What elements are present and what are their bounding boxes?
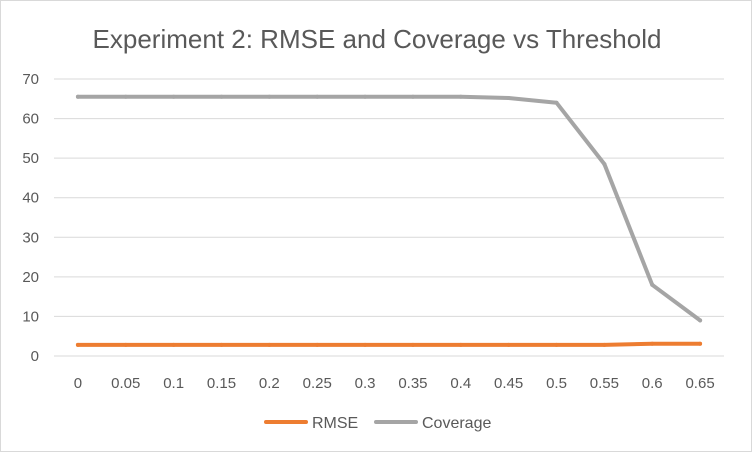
data-point-rmse bbox=[698, 341, 703, 346]
data-point-coverage bbox=[171, 94, 176, 99]
data-point-coverage bbox=[363, 94, 368, 99]
data-point-coverage bbox=[698, 318, 703, 323]
x-tick-label: 0 bbox=[74, 375, 82, 392]
data-point-coverage bbox=[506, 95, 511, 100]
data-point-rmse bbox=[410, 342, 415, 347]
gridlines bbox=[54, 78, 724, 357]
x-tick-label: 0.4 bbox=[450, 375, 471, 392]
x-tick-label: 0.45 bbox=[494, 375, 523, 392]
y-tick-label: 60 bbox=[22, 111, 39, 128]
series-line-rmse bbox=[75, 341, 703, 347]
legend: RMSE Coverage bbox=[264, 415, 491, 432]
data-point-coverage bbox=[554, 100, 559, 105]
x-tick-label: 0.3 bbox=[355, 375, 376, 392]
x-tick-label: 0.1 bbox=[163, 375, 184, 392]
x-tick-label: 0.2 bbox=[259, 375, 280, 392]
x-tick-label: 0.65 bbox=[685, 375, 714, 392]
y-axis: 0 10 20 30 40 50 60 70 bbox=[22, 71, 39, 365]
data-point-rmse bbox=[75, 342, 80, 347]
data-point-coverage bbox=[458, 94, 463, 99]
data-point-rmse bbox=[267, 342, 272, 347]
y-tick-label: 50 bbox=[22, 150, 39, 167]
data-point-coverage bbox=[267, 94, 272, 99]
data-point-rmse bbox=[315, 342, 320, 347]
y-tick-label: 70 bbox=[22, 71, 39, 88]
x-tick-label: 0.5 bbox=[546, 375, 567, 392]
data-point-coverage bbox=[410, 94, 415, 99]
data-point-coverage bbox=[75, 94, 80, 99]
data-point-rmse bbox=[602, 342, 607, 347]
data-point-rmse bbox=[219, 342, 224, 347]
data-point-coverage bbox=[315, 94, 320, 99]
x-axis: 0 0.05 0.1 0.15 0.2 0.25 0.3 0.35 0.4 0.45 0.5 0.55… bbox=[74, 375, 715, 392]
data-point-rmse bbox=[506, 342, 511, 347]
chart-title: Experiment 2: RMSE and Coverage vs Thres… bbox=[93, 24, 662, 54]
x-tick-label: 0.6 bbox=[642, 375, 663, 392]
data-point-rmse bbox=[650, 341, 655, 346]
data-point-coverage bbox=[650, 282, 655, 287]
data-point-coverage bbox=[602, 162, 607, 167]
x-tick-label: 0.15 bbox=[207, 375, 236, 392]
data-point-rmse bbox=[123, 342, 128, 347]
data-point-coverage bbox=[219, 94, 224, 99]
series-lines bbox=[75, 94, 703, 347]
y-tick-label: 30 bbox=[22, 229, 39, 246]
x-tick-label: 0.05 bbox=[111, 375, 140, 392]
series-line-coverage bbox=[75, 94, 703, 323]
data-point-rmse bbox=[458, 342, 463, 347]
legend-label-rmse: RMSE bbox=[312, 415, 358, 432]
y-tick-label: 0 bbox=[31, 348, 39, 365]
y-tick-label: 20 bbox=[22, 269, 39, 286]
legend-label-coverage: Coverage bbox=[422, 415, 491, 432]
y-tick-label: 10 bbox=[22, 308, 39, 325]
data-point-rmse bbox=[554, 342, 559, 347]
x-tick-label: 0.25 bbox=[303, 375, 332, 392]
x-tick-label: 0.55 bbox=[590, 375, 619, 392]
x-tick-label: 0.35 bbox=[398, 375, 427, 392]
data-point-rmse bbox=[363, 342, 368, 347]
data-point-rmse bbox=[171, 342, 176, 347]
y-tick-label: 40 bbox=[22, 190, 39, 207]
data-point-coverage bbox=[123, 94, 128, 99]
